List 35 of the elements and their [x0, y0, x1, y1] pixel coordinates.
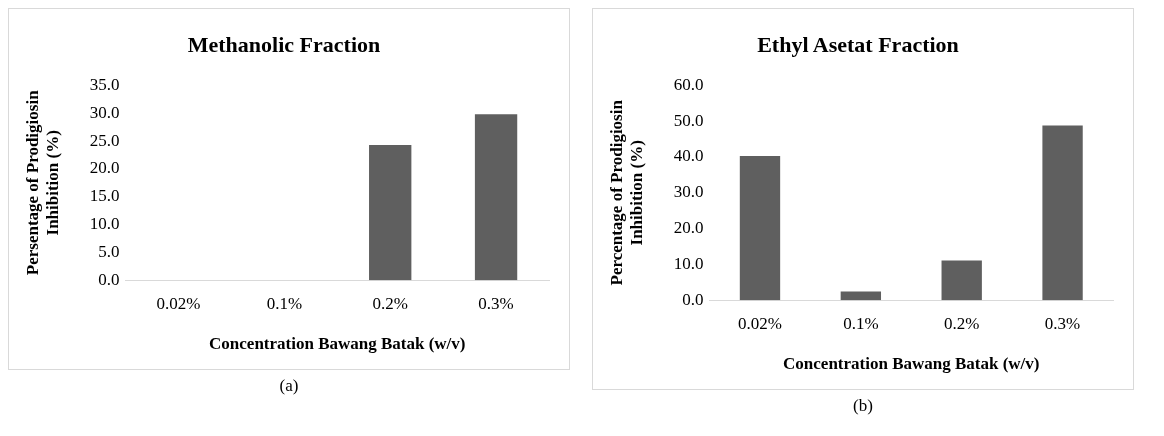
x-tick-label: 0.3%	[478, 293, 514, 313]
y-tick-label: 10.0	[673, 253, 704, 273]
chart-title: Methanolic Fraction	[187, 31, 381, 57]
y-tick-label: 35.0	[89, 74, 120, 94]
text: (b)	[852, 396, 874, 416]
y-tick-label: 60.0	[673, 74, 704, 94]
chart-title: Ethyl Asetat Fraction	[757, 31, 959, 57]
bar	[941, 260, 982, 301]
text: (a)	[278, 376, 300, 396]
y-tick-label: 0.0	[98, 269, 120, 289]
y-tick-label: 10.0	[89, 214, 120, 234]
x-tick-label: 0.2%	[372, 293, 408, 313]
y-tick-label: 30.0	[673, 182, 704, 202]
x-tick-label: 0.02%	[156, 293, 201, 313]
bar	[840, 291, 882, 301]
x-tick-label: 0.3%	[1044, 313, 1081, 333]
x-tick-label: 0.2%	[944, 313, 980, 333]
y-tick-label: 5.0	[98, 241, 120, 261]
y-tick-label: 20.0	[673, 218, 704, 238]
x-tick-label: 0.1%	[266, 293, 303, 313]
y-tick-label: 30.0	[89, 102, 120, 122]
bar	[739, 155, 781, 301]
y-axis-title: Persentage of Prodigiosin Inhibition (%)	[22, 89, 62, 276]
y-tick-label: 15.0	[89, 186, 120, 206]
y-tick-label: 25.0	[89, 130, 120, 150]
x-axis-title: Concentration Bawang Batak (w/v)	[209, 334, 466, 354]
y-tick-label: 40.0	[673, 146, 704, 166]
bar	[1042, 125, 1083, 301]
x-tick-label: 0.02%	[738, 313, 782, 333]
y-tick-label: 0.0	[682, 289, 704, 309]
x-axis-title: Concentration Bawang Batak (w/v)	[783, 354, 1040, 374]
y-axis-title: Percentage of Prodigiosin Inhibition (%)	[606, 99, 646, 286]
y-tick-label: 20.0	[89, 158, 120, 178]
x-tick-label: 0.1%	[843, 313, 879, 333]
y-tick-label: 50.0	[673, 110, 704, 130]
